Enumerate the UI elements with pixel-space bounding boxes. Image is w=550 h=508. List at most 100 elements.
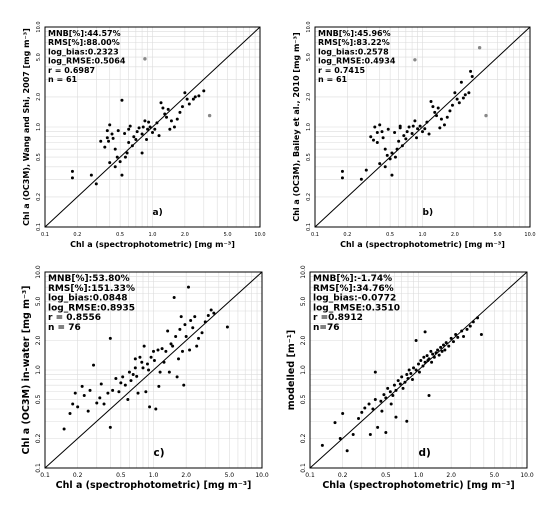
data-point bbox=[369, 135, 373, 139]
x-tick-label: 0.2 bbox=[343, 232, 351, 238]
data-point bbox=[410, 377, 414, 381]
data-point bbox=[417, 370, 421, 374]
data-point bbox=[180, 349, 184, 353]
y-tick-label: 10.0 bbox=[35, 265, 42, 279]
data-point bbox=[142, 344, 146, 348]
y-tick-label: 1.0 bbox=[306, 123, 312, 131]
data-point bbox=[390, 151, 394, 155]
data-point bbox=[479, 333, 483, 337]
data-point bbox=[421, 130, 424, 134]
data-point bbox=[422, 355, 426, 359]
data-point bbox=[471, 320, 475, 324]
data-point bbox=[404, 137, 408, 141]
data-point bbox=[202, 89, 206, 93]
data-point bbox=[178, 327, 182, 331]
data-point bbox=[111, 136, 115, 140]
data-point bbox=[129, 379, 133, 383]
data-point bbox=[373, 125, 377, 129]
data-point bbox=[174, 334, 178, 338]
data-point bbox=[382, 393, 386, 397]
data-point bbox=[189, 318, 193, 322]
x-tick-label: 10.0 bbox=[255, 472, 269, 479]
data-point bbox=[453, 91, 457, 95]
data-point bbox=[388, 157, 392, 161]
data-point bbox=[125, 151, 129, 155]
data-point bbox=[406, 376, 410, 380]
y-tick-label: 10.0 bbox=[36, 21, 42, 32]
data-point bbox=[405, 130, 409, 134]
data-point bbox=[409, 372, 413, 376]
data-point bbox=[105, 136, 109, 140]
data-point bbox=[146, 127, 150, 131]
stats-line: n = 61 bbox=[318, 75, 348, 84]
data-point bbox=[376, 425, 380, 429]
data-point bbox=[383, 165, 387, 169]
data-point bbox=[141, 366, 145, 370]
data-point bbox=[427, 132, 431, 136]
x-tick-label: 10.0 bbox=[520, 472, 534, 479]
data-point bbox=[462, 334, 466, 338]
data-point bbox=[148, 405, 152, 409]
data-point bbox=[396, 379, 400, 383]
stats-line: log_bias:0.0848 bbox=[48, 294, 128, 304]
data-point bbox=[71, 402, 75, 406]
y-tick-label: 10.0 bbox=[300, 265, 307, 279]
data-point bbox=[123, 132, 127, 136]
data-point bbox=[163, 112, 167, 116]
plot-frame bbox=[314, 26, 531, 228]
y-tick-label: 10.0 bbox=[306, 21, 312, 32]
data-point bbox=[82, 393, 86, 397]
data-point bbox=[153, 127, 157, 131]
data-point bbox=[403, 380, 407, 384]
stats-line: log_RMSE:0.3510 bbox=[313, 303, 400, 313]
stats-line: r =0.8912 bbox=[313, 313, 363, 323]
data-point bbox=[147, 120, 151, 124]
data-point bbox=[431, 352, 435, 356]
data-point bbox=[76, 405, 80, 409]
data-point bbox=[169, 119, 173, 123]
x-tick-label: 0.2 bbox=[73, 472, 83, 479]
data-point bbox=[341, 411, 345, 415]
data-point bbox=[193, 95, 197, 99]
data-point bbox=[443, 348, 447, 352]
data-point bbox=[427, 357, 431, 361]
y-tick-label: 2.0 bbox=[300, 336, 307, 346]
data-point bbox=[161, 106, 165, 110]
data-point bbox=[461, 96, 465, 100]
data-point bbox=[99, 382, 103, 386]
stats-line: MNB[%]:44.57% bbox=[48, 29, 121, 38]
data-point bbox=[127, 370, 131, 374]
data-point bbox=[182, 383, 186, 387]
chart-panel-3: 0.1 0.2 0.5 1.0 2.0 5.0 10.0 0.1 0.2 0.5 1.0 2.0 5.0… bbox=[21, 265, 269, 491]
data-point bbox=[418, 124, 422, 128]
data-point bbox=[440, 349, 444, 353]
data-point bbox=[68, 411, 72, 415]
data-point bbox=[435, 114, 439, 118]
data-point bbox=[158, 370, 162, 374]
x-tick-label: 2.0 bbox=[181, 472, 191, 479]
data-point bbox=[160, 347, 164, 351]
data-point bbox=[120, 98, 124, 102]
data-point bbox=[127, 127, 131, 131]
x-tick-label: 2.0 bbox=[446, 472, 456, 479]
data-point bbox=[423, 330, 427, 334]
y-tick-label: 5.0 bbox=[306, 53, 312, 61]
data-point bbox=[178, 110, 182, 114]
data-point bbox=[108, 425, 112, 429]
x-tick-label: 5.0 bbox=[494, 232, 502, 238]
data-point bbox=[447, 344, 451, 348]
x-tick-label: 0.1 bbox=[311, 232, 319, 238]
data-point bbox=[421, 364, 425, 368]
y-tick-label: 0.2 bbox=[300, 434, 307, 444]
data-point bbox=[108, 336, 112, 340]
data-point bbox=[145, 137, 149, 141]
data-point bbox=[167, 370, 171, 374]
data-point bbox=[155, 121, 159, 125]
x-tick-label: 5.0 bbox=[490, 472, 500, 479]
data-point bbox=[152, 359, 156, 363]
data-point bbox=[162, 360, 166, 364]
x-axis-label: Chla (spectrophotometric) [mg m⁻³] bbox=[322, 480, 514, 491]
data-point bbox=[383, 147, 387, 151]
data-point bbox=[113, 165, 117, 169]
data-point bbox=[364, 168, 368, 172]
